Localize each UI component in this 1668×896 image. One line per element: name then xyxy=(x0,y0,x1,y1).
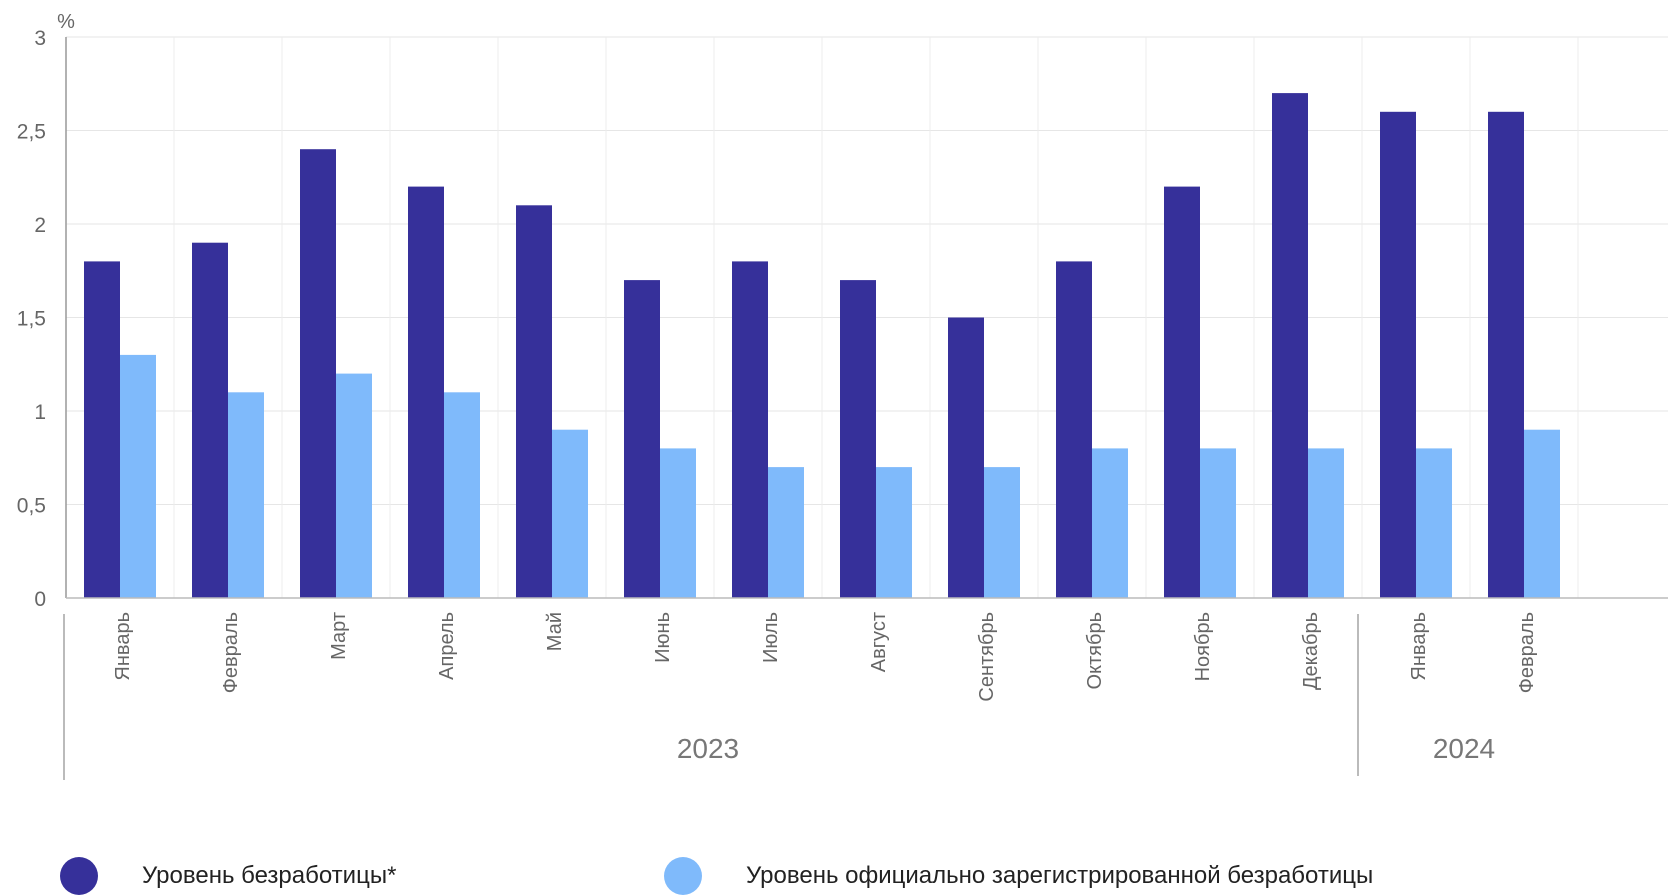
bar-registered-unemployment[interactable] xyxy=(1524,429,1560,598)
bar-unemployment[interactable] xyxy=(300,149,336,598)
legend-label-registered: Уровень официально зарегистрированной бе… xyxy=(746,862,1374,889)
x-tick-label: Январь xyxy=(1408,612,1430,681)
y-tick-label: 1,5 xyxy=(17,308,46,331)
bar-unemployment[interactable] xyxy=(1488,111,1524,599)
y-axis-unit: % xyxy=(57,11,75,33)
bar-unemployment[interactable] xyxy=(624,280,660,598)
bar-unemployment[interactable] xyxy=(1056,261,1092,598)
bar-registered-unemployment[interactable] xyxy=(660,448,696,598)
x-tick-label: Декабрь xyxy=(1300,612,1322,690)
legend-swatch-unemployment xyxy=(60,857,98,895)
x-tick-labels: Январь Февраль Март Апрель Май Июнь Июль Август… xyxy=(112,612,1538,702)
bar-unemployment[interactable] xyxy=(732,261,768,598)
bar-unemployment[interactable] xyxy=(840,280,876,598)
bar-registered-unemployment[interactable] xyxy=(1200,448,1236,598)
x-tick-label: Февраль xyxy=(1516,612,1538,693)
bar-registered-unemployment[interactable] xyxy=(1308,448,1344,598)
legend-label-unemployment: Уровень безработицы* xyxy=(142,862,397,889)
bar-unemployment[interactable] xyxy=(192,242,228,598)
grid-lines xyxy=(66,36,1668,599)
x-tick-label: Август xyxy=(868,612,890,672)
bar-unemployment[interactable] xyxy=(1272,93,1308,598)
bar-registered-unemployment[interactable] xyxy=(768,467,804,598)
y-tick-label: 0,5 xyxy=(17,495,46,518)
bars xyxy=(84,93,1560,599)
bar-unemployment[interactable] xyxy=(516,205,552,599)
bar-registered-unemployment[interactable] xyxy=(1092,448,1128,598)
x-tick-label: Май xyxy=(544,612,566,651)
y-tick-label: 0 xyxy=(34,588,46,611)
bar-registered-unemployment[interactable] xyxy=(228,392,264,598)
x-tick-label: Февраль xyxy=(220,612,242,693)
bar-registered-unemployment[interactable] xyxy=(1416,448,1452,598)
bar-registered-unemployment[interactable] xyxy=(552,429,588,598)
bar-unemployment[interactable] xyxy=(1380,111,1416,599)
legend-item-registered[interactable]: Уровень официально зарегистрированной бе… xyxy=(664,856,1373,896)
axes xyxy=(63,37,1668,780)
y-tick-label: 2 xyxy=(34,214,46,237)
legend-item-unemployment[interactable]: Уровень безработицы* xyxy=(60,856,396,896)
legend-swatch-registered xyxy=(664,857,702,895)
y-tick-labels: 0 0,5 1 1,5 2 2,5 3 xyxy=(17,27,46,611)
y-tick-label: 1 xyxy=(34,401,46,424)
bar-registered-unemployment[interactable] xyxy=(444,392,480,598)
bar-registered-unemployment[interactable] xyxy=(336,373,372,598)
x-tick-label: Июль xyxy=(760,612,782,663)
x-tick-label: Октябрь xyxy=(1084,612,1106,690)
bar-registered-unemployment[interactable] xyxy=(876,467,912,598)
bar-unemployment[interactable] xyxy=(948,317,984,599)
x-tick-label: Апрель xyxy=(436,612,458,680)
year-group-label: 2024 xyxy=(1433,733,1495,764)
x-tick-label: Январь xyxy=(112,612,134,681)
year-group-label: 2023 xyxy=(677,733,739,764)
y-tick-label: 3 xyxy=(34,27,46,50)
y-tick-label: 2,5 xyxy=(17,121,46,144)
bar-registered-unemployment[interactable] xyxy=(120,354,156,598)
x-tick-label: Сентябрь xyxy=(976,612,998,702)
x-tick-label: Март xyxy=(328,612,350,660)
x-tick-label: Июнь xyxy=(652,612,674,663)
bar-unemployment[interactable] xyxy=(408,186,444,598)
bar-registered-unemployment[interactable] xyxy=(984,467,1020,598)
bar-chart: % 0 0,5 1 1,5 2 2,5 3 Январь Февраль Март Апрель М… xyxy=(17,11,1668,780)
x-tick-label: Ноябрь xyxy=(1192,612,1214,681)
year-group-labels: 2023 2024 xyxy=(677,733,1495,764)
bar-unemployment[interactable] xyxy=(1164,186,1200,598)
bar-unemployment[interactable] xyxy=(84,261,120,598)
